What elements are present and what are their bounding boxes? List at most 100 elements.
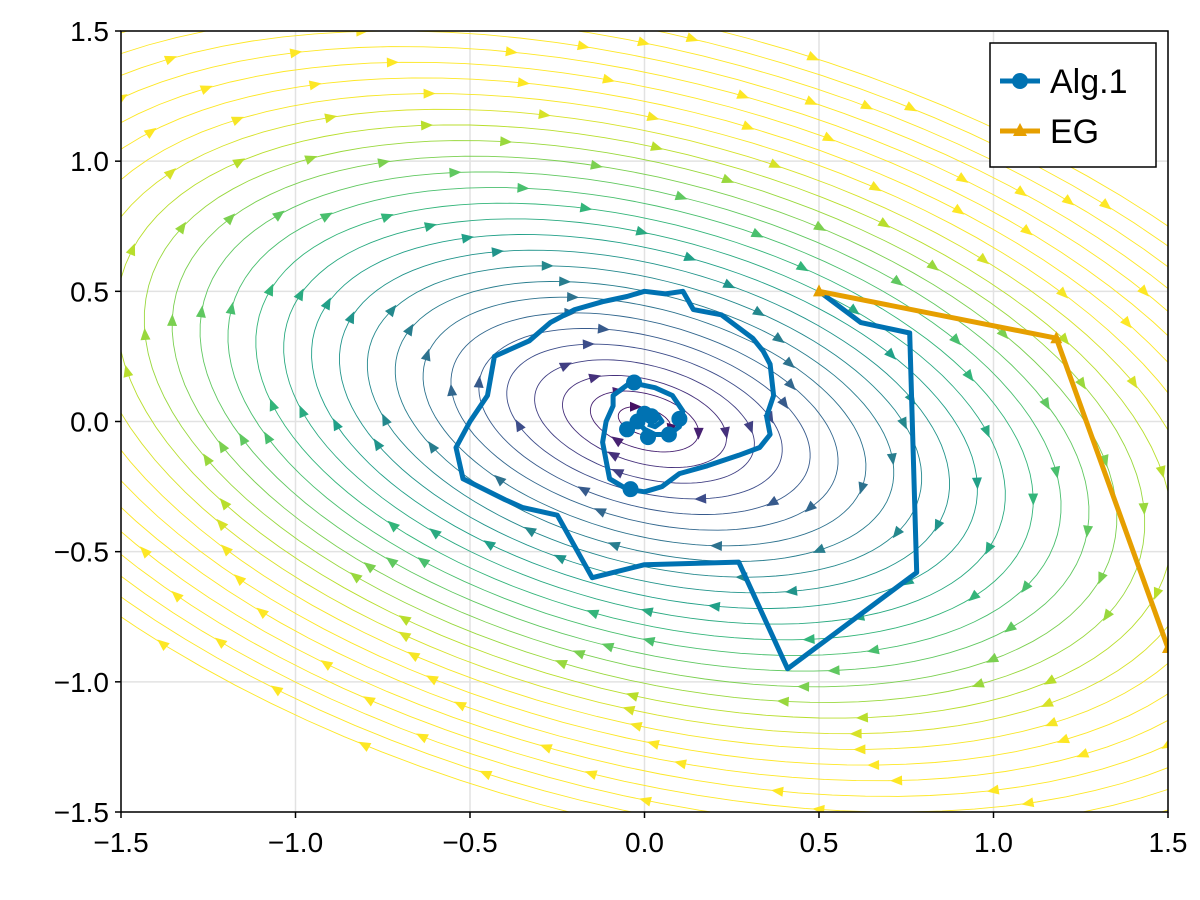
stream-arrow bbox=[980, 424, 990, 438]
stream-arrow bbox=[590, 159, 603, 170]
streamline bbox=[450, 312, 839, 531]
stream-arrow bbox=[293, 288, 304, 302]
series-marker-alg1 bbox=[619, 421, 636, 438]
stream-arrow bbox=[358, 741, 372, 752]
stream-arrow bbox=[494, 474, 507, 487]
stream-arrow bbox=[319, 212, 333, 223]
y-tick-label: −0.5 bbox=[54, 537, 109, 568]
stream-arrow bbox=[304, 155, 318, 165]
legend-marker-triangle bbox=[1013, 123, 1027, 136]
stream-arrow bbox=[674, 759, 687, 770]
series-marker-alg1 bbox=[643, 408, 660, 425]
stream-arrow bbox=[968, 589, 981, 602]
stream-arrow bbox=[320, 297, 331, 311]
stream-arrow bbox=[629, 401, 642, 412]
stream-arrow bbox=[785, 585, 798, 596]
stream-arrow bbox=[986, 784, 1000, 795]
stream-arrow bbox=[776, 696, 790, 707]
stream-arrow bbox=[1075, 376, 1086, 390]
stream-arrow bbox=[1120, 315, 1132, 329]
stream-arrow bbox=[586, 609, 600, 620]
stream-arrow bbox=[157, 639, 170, 651]
stream-arrow bbox=[350, 572, 363, 584]
stream-arrow bbox=[674, 190, 688, 201]
stream-arrow bbox=[333, 418, 343, 432]
y-tick-label: 1.5 bbox=[70, 16, 109, 47]
stream-arrow bbox=[804, 95, 818, 105]
stream-arrow bbox=[1056, 733, 1070, 744]
streamline bbox=[121, 31, 1168, 812]
stream-arrow bbox=[483, 540, 497, 551]
stream-arrow bbox=[719, 426, 730, 440]
stream-arrow bbox=[195, 305, 206, 318]
stream-arrow bbox=[289, 48, 303, 59]
stream-arrow bbox=[607, 541, 621, 552]
streamline bbox=[121, 93, 1168, 750]
stream-arrow bbox=[986, 652, 1000, 663]
stream-arrow bbox=[768, 158, 782, 168]
stream-arrow bbox=[611, 469, 625, 479]
stream-arrow bbox=[140, 546, 152, 559]
stream-arrow bbox=[270, 685, 284, 697]
stream-arrow bbox=[1004, 621, 1017, 633]
stream-arrow bbox=[892, 525, 905, 539]
stream-arrow bbox=[949, 333, 961, 346]
stream-arrow bbox=[904, 101, 917, 112]
streamline bbox=[227, 187, 1062, 656]
stream-arrow bbox=[1061, 194, 1075, 206]
x-tick-label: −1.5 bbox=[93, 827, 148, 858]
stream-arrow bbox=[827, 665, 840, 676]
series-marker-eg bbox=[1162, 640, 1168, 653]
stream-arrow bbox=[1050, 465, 1061, 479]
streamline bbox=[121, 61, 1168, 782]
x-tick-label: 0.5 bbox=[800, 827, 839, 858]
stream-arrow bbox=[694, 493, 707, 504]
legend: Alg.1 EG bbox=[989, 42, 1157, 168]
stream-arrow bbox=[736, 89, 750, 99]
stream-arrow bbox=[812, 804, 825, 812]
streamline bbox=[478, 328, 811, 515]
stream-arrow bbox=[802, 634, 815, 645]
stream-arrow bbox=[387, 520, 400, 533]
stream-arrow bbox=[890, 775, 903, 786]
stream-arrow bbox=[1043, 674, 1057, 685]
stream-arrow bbox=[722, 278, 736, 289]
stream-arrow bbox=[223, 213, 236, 226]
streamline bbox=[121, 108, 1168, 735]
stream-arrow bbox=[263, 283, 274, 297]
stream-arrow bbox=[996, 326, 1009, 340]
stream-arrow bbox=[593, 508, 607, 518]
stream-arrow bbox=[985, 541, 996, 555]
x-tick-label: 1.0 bbox=[974, 827, 1013, 858]
stream-arrow bbox=[320, 660, 334, 671]
stream-arrow bbox=[771, 786, 784, 797]
x-tick-label: 0.0 bbox=[625, 827, 664, 858]
streamline bbox=[171, 155, 1118, 688]
stream-arrow bbox=[795, 260, 809, 272]
stream-arrow bbox=[772, 332, 785, 344]
stream-arrow bbox=[449, 167, 462, 178]
stream-arrow bbox=[588, 373, 602, 384]
stream-arrow bbox=[256, 607, 269, 620]
stream-arrow bbox=[225, 302, 236, 315]
stream-arrow bbox=[398, 631, 412, 643]
stream-arrow bbox=[1045, 716, 1059, 727]
legend-box bbox=[989, 42, 1157, 168]
stream-arrow bbox=[884, 347, 897, 360]
stream-arrow bbox=[890, 274, 904, 286]
streamline bbox=[366, 265, 923, 578]
stream-arrow bbox=[171, 590, 184, 603]
stream-arrow bbox=[220, 544, 233, 557]
stream-arrow bbox=[886, 452, 897, 466]
stream-arrow bbox=[163, 55, 177, 66]
stream-arrow bbox=[597, 323, 610, 334]
streamline bbox=[506, 343, 783, 500]
stream-arrow bbox=[423, 88, 436, 99]
stream-arrow bbox=[559, 276, 572, 287]
stream-arrow bbox=[499, 136, 513, 147]
legend-label: Alg.1 bbox=[1050, 63, 1128, 101]
series-marker-alg1 bbox=[622, 481, 639, 498]
stream-arrow bbox=[934, 518, 945, 532]
stream-arrow bbox=[163, 168, 177, 180]
